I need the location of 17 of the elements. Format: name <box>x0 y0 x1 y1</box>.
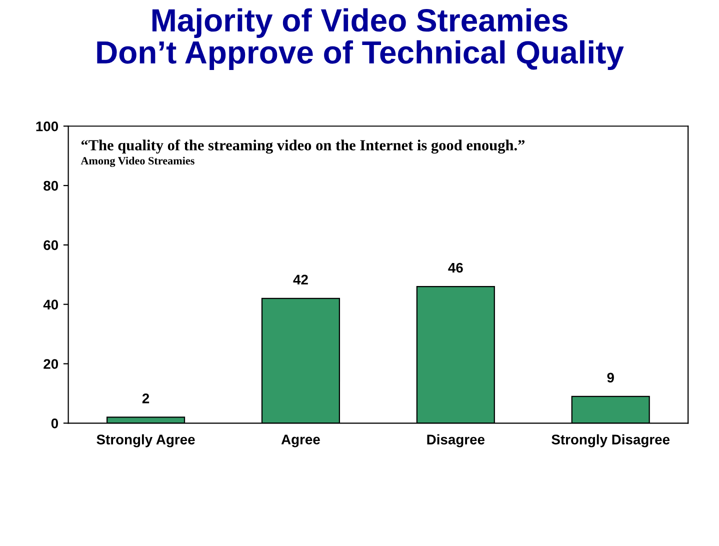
data-label: 2 <box>142 394 150 404</box>
y-tick-label: 60 <box>44 240 58 250</box>
x-tick-label: Agree <box>281 434 320 448</box>
data-label: 9 <box>607 372 614 383</box>
chart-title: Majority of Video Streamies Don’t Approve of Technical Quality <box>97 8 624 70</box>
x-tick-label: Strongly Disagree <box>552 434 670 448</box>
annotation: Among Video Streamies <box>80 156 194 167</box>
y-tick-label: 80 <box>44 180 58 191</box>
x-tick-label: Strongly Agree <box>96 434 195 448</box>
annotation: “The quality of the streaming video on the Internet is good enough.” <box>81 139 525 154</box>
y-tick-label: 0 <box>51 418 58 428</box>
data-label: 46 <box>448 262 463 273</box>
y-tick-label: 100 <box>36 121 58 132</box>
data-label: 42 <box>293 274 308 284</box>
x-tick-label: Disagree <box>427 434 485 448</box>
y-tick-label: 20 <box>44 359 58 369</box>
y-tick-label: 40 <box>43 300 58 310</box>
